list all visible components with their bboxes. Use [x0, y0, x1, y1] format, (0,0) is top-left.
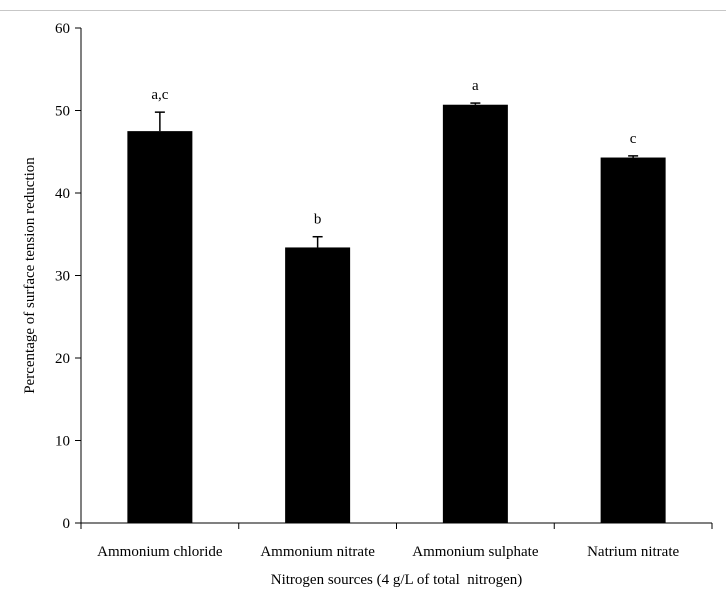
bar-2: [285, 247, 351, 523]
y-tick-label: 20: [55, 351, 70, 367]
bar-4: [600, 157, 666, 523]
category-label-4: Natrium nitrate: [587, 544, 679, 560]
y-axis-ticks: 0 10 20 30 40 50 60: [55, 21, 81, 532]
top-divider: [0, 10, 726, 11]
y-tick-label: 30: [55, 269, 70, 285]
significance-label-4: c: [630, 131, 637, 147]
significance-label-1: a,c: [151, 87, 168, 103]
significance-label-3: a: [472, 78, 479, 94]
y-tick-label: 60: [55, 21, 70, 37]
y-tick-label: 50: [55, 104, 70, 120]
category-label-1: Ammonium chloride: [97, 544, 223, 560]
error-bars: [154, 102, 639, 248]
bars: [127, 104, 666, 523]
x-axis-ticks: Ammonium chloride Ammonium nitrate Ammoniu…: [80, 523, 713, 560]
significance-label-2: b: [314, 212, 322, 228]
y-tick-label: 0: [63, 516, 71, 532]
category-label-2: Ammonium nitrate: [260, 544, 375, 560]
x-axis-title: Nitrogen sources (4 g/L of total nitroge…: [271, 572, 522, 588]
y-tick-label: 40: [55, 186, 70, 202]
y-axis-title: Percentage of surface tension reduction: [22, 157, 38, 394]
significance-labels: a,c b a c: [151, 78, 636, 228]
y-tick-label: 10: [55, 434, 70, 450]
category-label-3: Ammonium sulphate: [412, 544, 539, 560]
bar-1: [127, 131, 193, 523]
bar-3: [442, 104, 508, 523]
